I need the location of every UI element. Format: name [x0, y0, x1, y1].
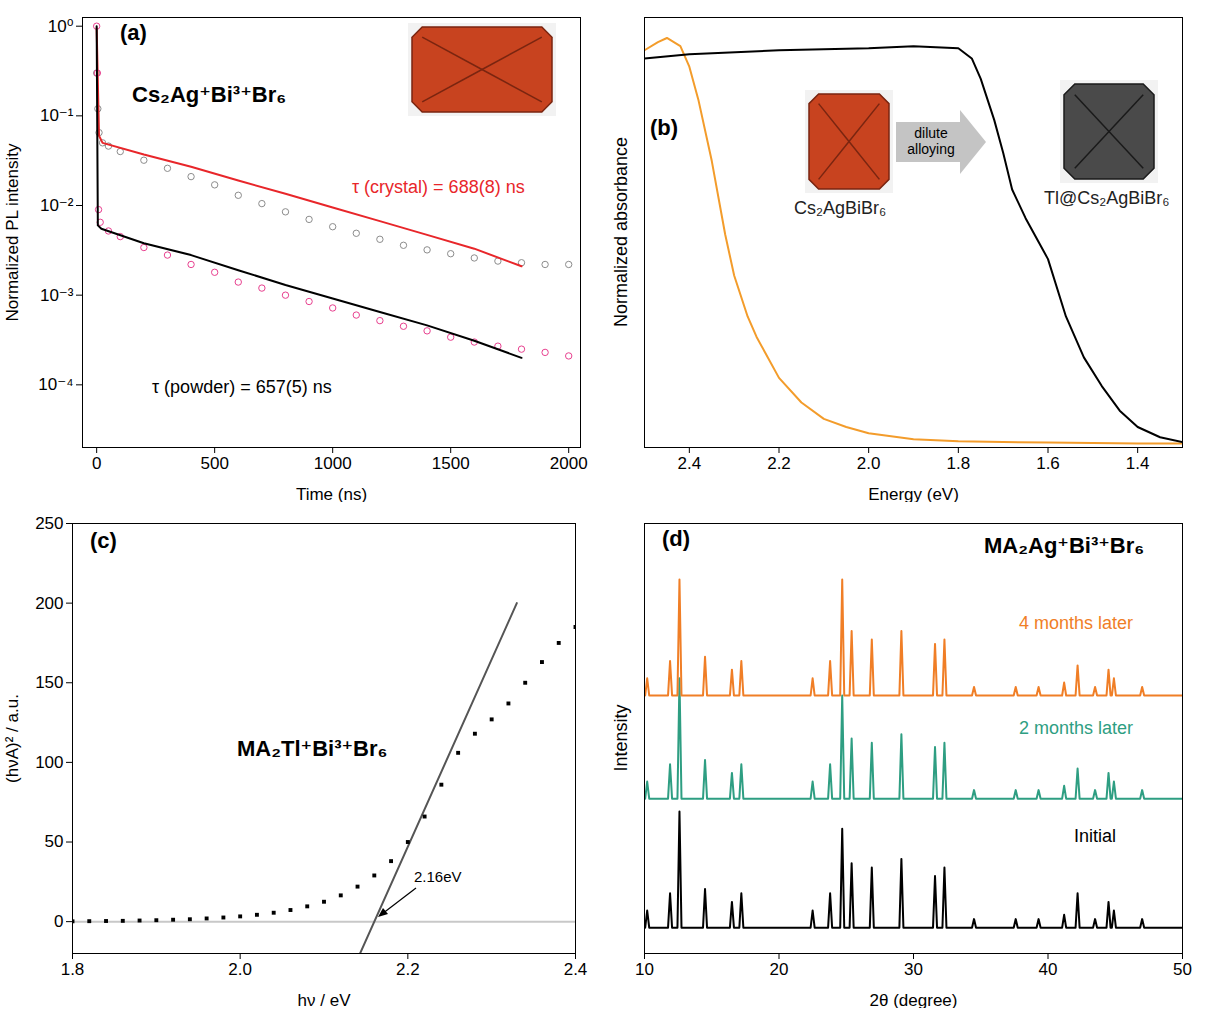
- svg-text:Normalized PL intensity: Normalized PL intensity: [3, 143, 22, 321]
- svg-text:30: 30: [904, 960, 923, 979]
- svg-text:1.6: 1.6: [1036, 454, 1060, 473]
- svg-text:1.8: 1.8: [947, 454, 971, 473]
- svg-text:(hνA)² / a.u.: (hνA)² / a.u.: [3, 694, 22, 783]
- svg-text:1.8: 1.8: [61, 960, 85, 979]
- svg-text:250: 250: [35, 514, 63, 533]
- html-text:Tl@Cs₂AgBiBr₆: Tl@Cs₂AgBiBr₆: [1044, 188, 1170, 208]
- html-text:Cs₂Ag⁺Bi³⁺Br₆: Cs₂Ag⁺Bi³⁺Br₆: [132, 82, 287, 107]
- svg-text:100: 100: [35, 753, 63, 772]
- html-text:(d): (d): [662, 526, 691, 551]
- svg-text:20: 20: [770, 960, 789, 979]
- html-text:Cs₂AgBiBr₆: Cs₂AgBiBr₆: [794, 198, 887, 218]
- svg-text:10⁰: 10⁰: [48, 17, 74, 36]
- html-text:MA₂Tl⁺Bi³⁺Br₆: MA₂Tl⁺Bi³⁺Br₆: [237, 736, 388, 761]
- svg-text:10⁻³: 10⁻³: [40, 286, 74, 305]
- svg-text:10⁻⁴: 10⁻⁴: [38, 375, 73, 394]
- html-text:(b): (b): [650, 115, 679, 140]
- html-text:(c): (c): [90, 528, 117, 553]
- svg-text:2.4: 2.4: [678, 454, 702, 473]
- svg-text:hν / eV: hν / eV: [298, 991, 352, 1009]
- svg-text:50: 50: [1173, 960, 1192, 979]
- svg-text:Time (ns): Time (ns): [296, 485, 367, 503]
- html-text:Intensity: Intensity: [610, 704, 631, 772]
- svg-text:2.0: 2.0: [228, 960, 252, 979]
- svg-text:2.0: 2.0: [857, 454, 881, 473]
- svg-text:10⁻²: 10⁻²: [40, 196, 74, 215]
- svg-text:50: 50: [45, 832, 64, 851]
- svg-text:2θ (degree): 2θ (degree): [870, 991, 958, 1009]
- svg-text:10⁻¹: 10⁻¹: [40, 106, 74, 125]
- html-text:(a): (a): [120, 20, 147, 45]
- html-text:Normalized absorbance: Normalized absorbance: [610, 136, 631, 328]
- svg-text:150: 150: [35, 673, 63, 692]
- svg-text:1000: 1000: [314, 454, 352, 473]
- svg-text:10: 10: [635, 960, 654, 979]
- svg-text:2.2: 2.2: [767, 454, 791, 473]
- svg-text:Energy (eV): Energy (eV): [868, 485, 959, 503]
- svg-text:0: 0: [54, 912, 63, 931]
- html-text:dilute alloying: dilute alloying: [907, 125, 955, 158]
- html-text:4 months later: 4 months later: [1019, 613, 1134, 633]
- html-text:τ (crystal) = 688(8) ns: τ (crystal) = 688(8) ns: [352, 177, 525, 197]
- html-text:2.16eV: 2.16eV: [414, 868, 462, 885]
- svg-text:2.2: 2.2: [396, 960, 420, 979]
- html-text:MA₂Ag⁺Bi³⁺Br₆: MA₂Ag⁺Bi³⁺Br₆: [984, 533, 1145, 558]
- svg-text:40: 40: [1039, 960, 1058, 979]
- svg-text:2000: 2000: [550, 454, 588, 473]
- svg-text:500: 500: [200, 454, 228, 473]
- svg-text:1500: 1500: [432, 454, 470, 473]
- svg-text:1.4: 1.4: [1126, 454, 1150, 473]
- html-text:2 months later: 2 months later: [1019, 718, 1134, 738]
- html-text:τ (powder) = 657(5) ns: τ (powder) = 657(5) ns: [152, 377, 332, 397]
- svg-text:2.4: 2.4: [564, 960, 588, 979]
- svg-text:200: 200: [35, 594, 63, 613]
- svg-text:0: 0: [92, 454, 101, 473]
- html-text:Initial: Initial: [1074, 826, 1116, 846]
